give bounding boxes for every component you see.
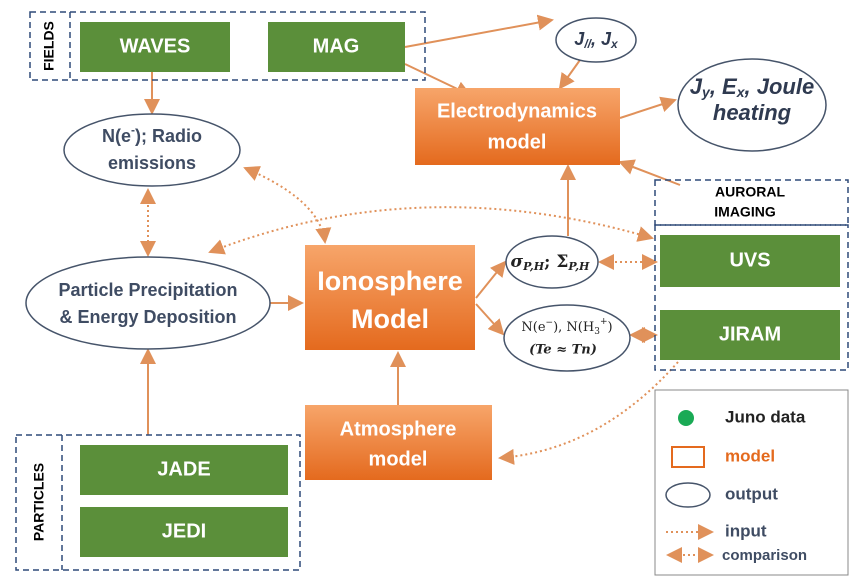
instrument-box [80,507,288,557]
model-label: model [488,131,547,153]
instrument-box [80,22,230,72]
model-box [415,88,620,165]
model-label: Electrodynamics [437,100,597,122]
output-ellipse [503,304,631,372]
instrument-label: UVS [729,249,770,271]
output-label: Jy, Ex, Joule [690,74,814,100]
legend-label: model [725,446,775,465]
output-label: (Te ≈ Tn) [529,343,597,358]
legend-symbol [678,410,694,426]
arrows [140,14,681,465]
instrument-label: MAG [313,35,360,57]
output-label: J//, Jx [574,29,619,51]
model-label: Ionosphere [317,266,463,296]
legend-symbol [665,482,711,508]
model-label: Model [351,304,429,334]
instrument-box [268,22,405,72]
model-label: Atmosphere [340,418,457,440]
output-label: heating [713,100,792,125]
instrument-label: JIRAM [719,323,781,345]
instrument-box [660,235,840,287]
output-ellipse [555,17,637,63]
instrument-box [660,310,840,360]
output-label: emissions [108,153,196,173]
legend-label: input [725,521,767,540]
model-label: model [369,448,428,470]
model-box [305,405,492,480]
imaging-group [654,224,849,371]
imaging-label: AURORAL [715,184,785,200]
legend-label: output [725,484,778,503]
output-ellipse [25,256,271,350]
legend-symbol [671,446,705,468]
output-label: & Energy Deposition [59,307,236,327]
instrument-label: JEDI [162,520,206,542]
instrument-box [80,445,288,495]
legend-label: Juno data [725,407,806,426]
particles-label: PARTICLES [31,463,47,541]
imaging-header [654,179,849,226]
output-label: Particle Precipitation [58,280,237,300]
fields-group [29,11,426,81]
output-ellipse [677,58,827,152]
output-label: σP,H; ΣP,H [511,252,591,274]
imaging-label: IMAGING [714,204,776,220]
output-label: N(e-); Radio [102,123,202,146]
particles-group [15,434,301,571]
output-label: N(e−), N(H3+) [521,317,612,337]
legend-label: comparison [722,547,807,564]
model-box [305,245,475,350]
instrument-label: WAVES [120,35,191,57]
output-ellipse [63,113,241,187]
fields-label: FIELDS [41,21,57,71]
legend: Juno data model output input comparison [654,389,849,576]
instrument-label: JADE [157,458,210,480]
output-ellipse [505,235,599,289]
